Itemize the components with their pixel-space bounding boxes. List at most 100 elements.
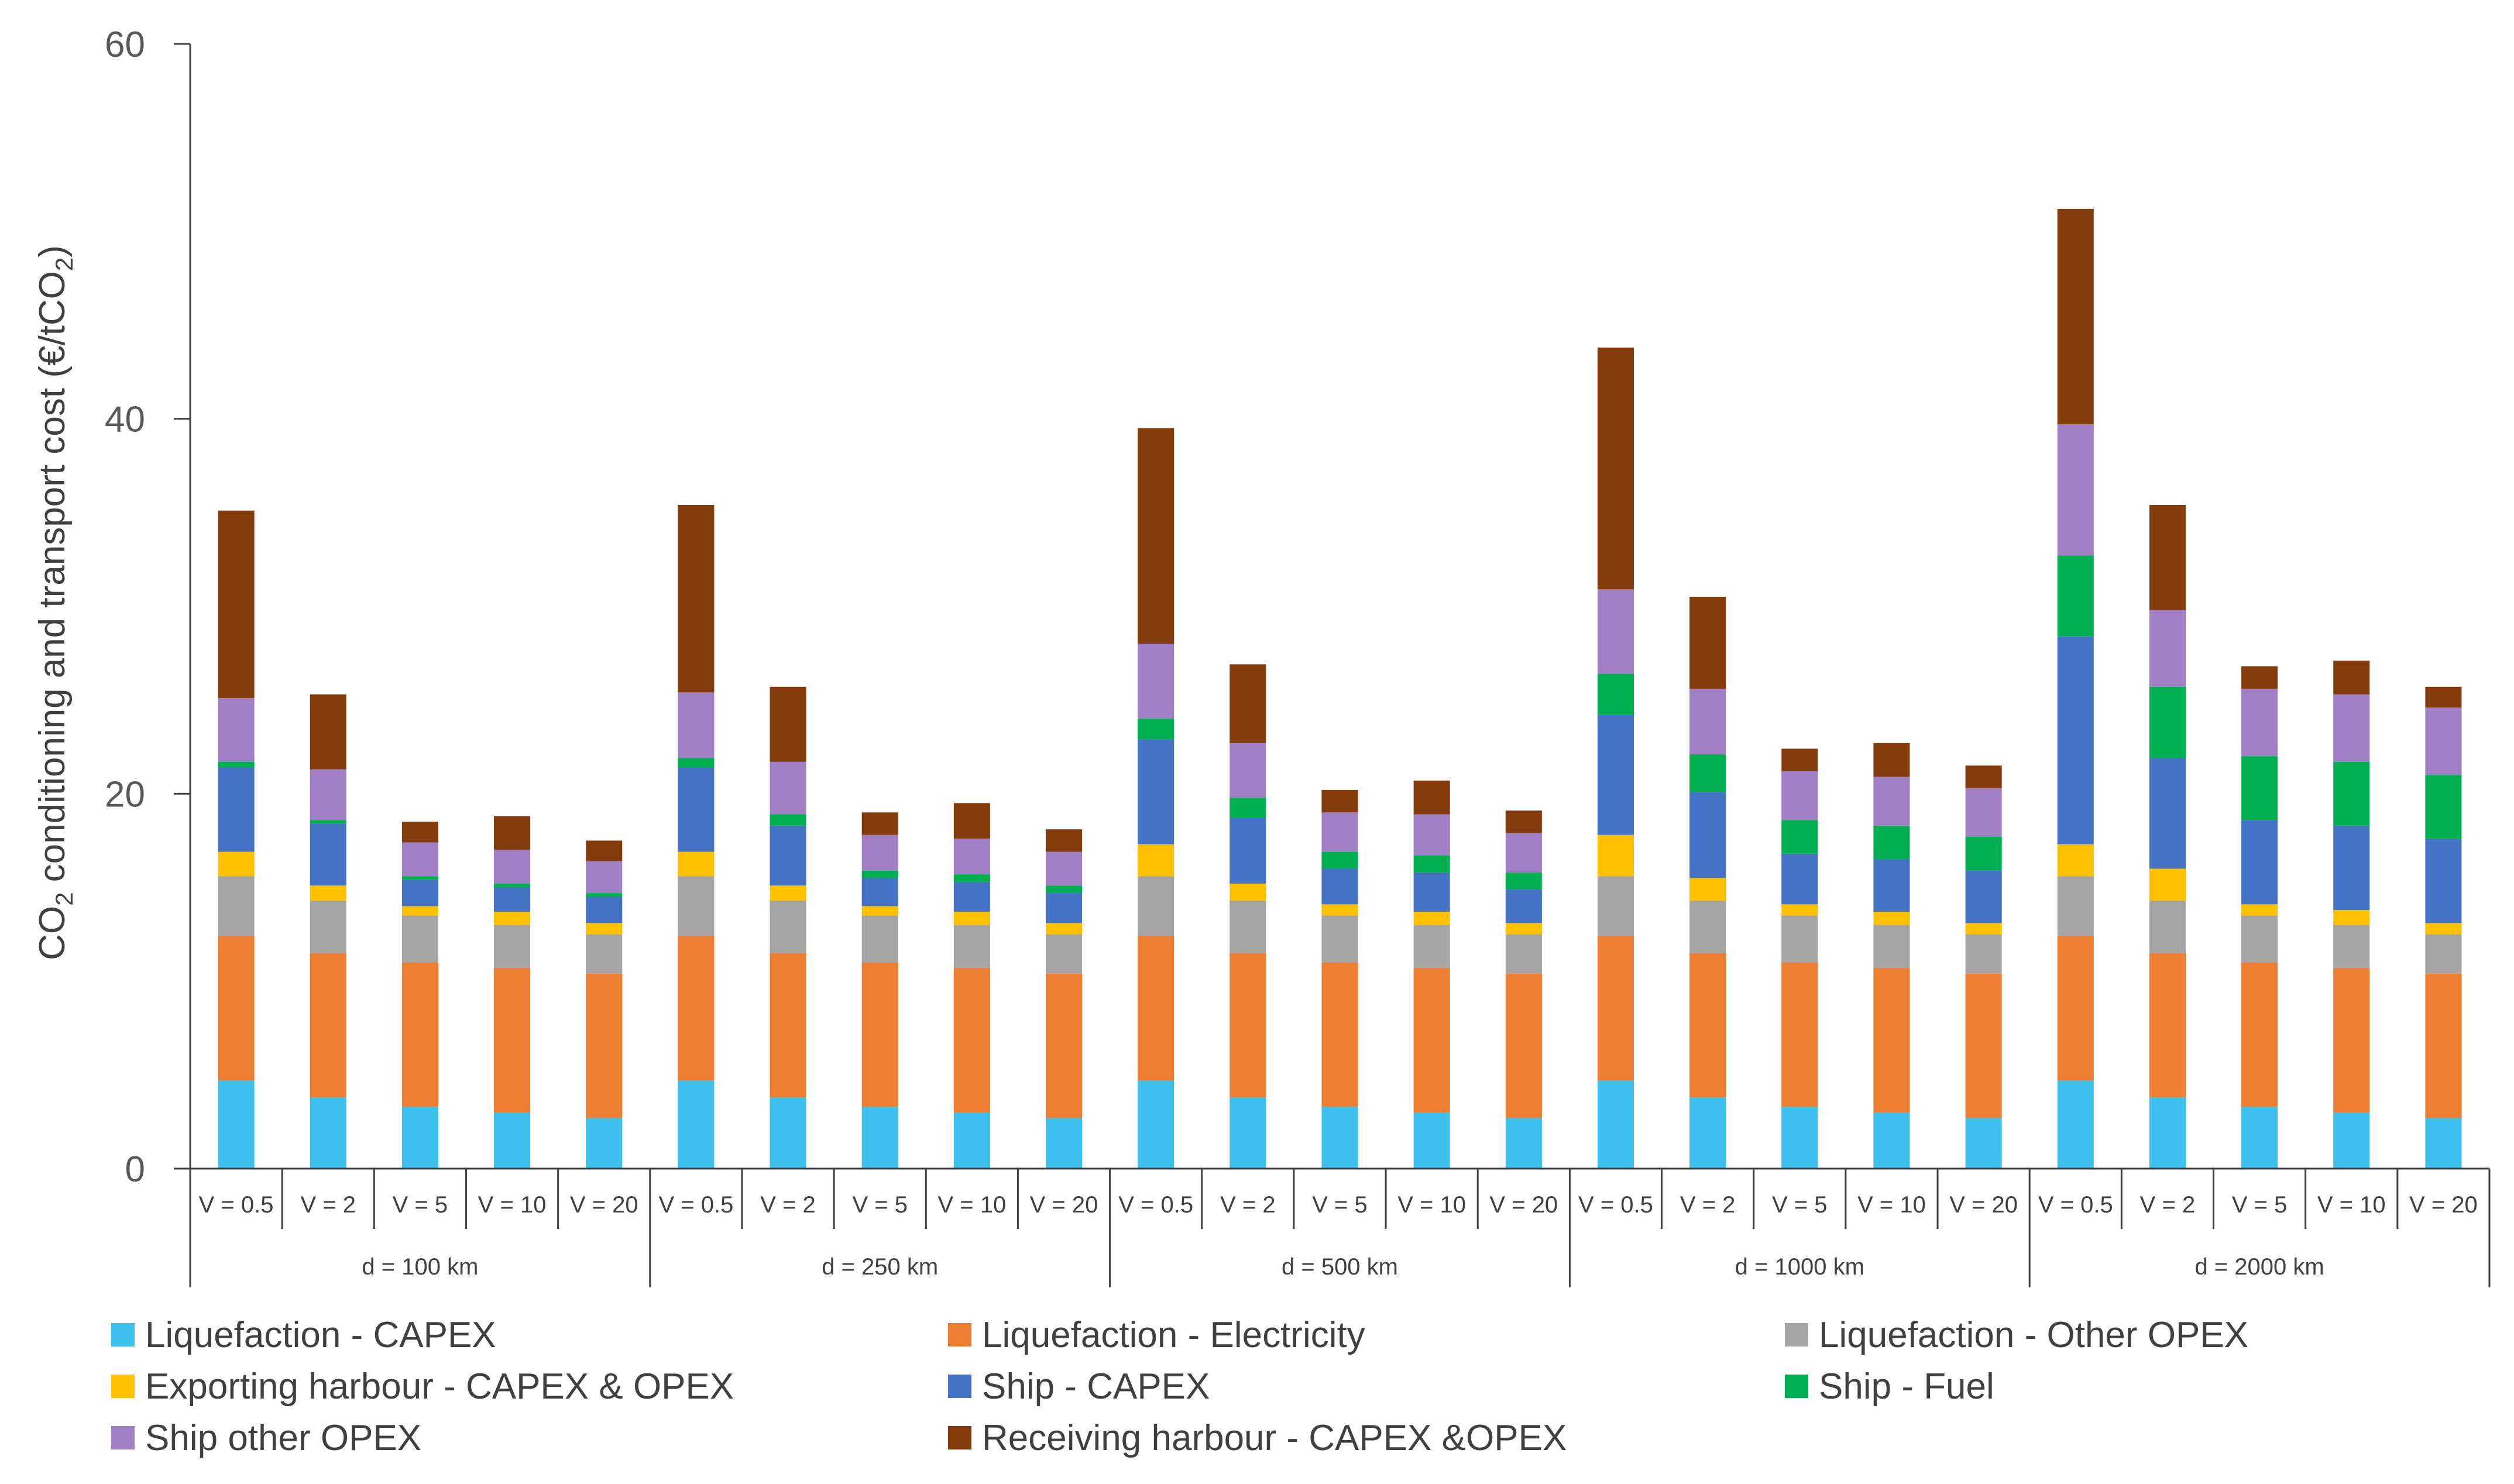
bar-segment: Liquefaction - Other OPEX: 2.5 xyxy=(1781,915,1818,963)
bar-segment: Ship other OPEX: 4.1 xyxy=(2149,610,2186,687)
legend-item: Receiving harbour - CAPEX &OPEX xyxy=(948,1414,1785,1462)
bar-segment: Exporting harbour - CAPEX & OPEX: 0.6 xyxy=(1505,923,1542,935)
bar-segment: Ship - Fuel: 0.2 xyxy=(401,876,438,880)
bar-segment: Liquefaction - Other OPEX: 2.1 xyxy=(1505,934,1542,974)
bar-segment: Liquefaction - Other OPEX: 2.3 xyxy=(494,925,531,968)
bar-segment: Ship - CAPEX: 1.8 xyxy=(1505,889,1542,923)
bar-segment: Liquefaction - CAPEX: 3.8 xyxy=(310,1097,346,1169)
bar-segment: Ship - Fuel: 1.8 xyxy=(1965,837,2002,871)
bar-segment: Liquefaction - CAPEX: 3.3 xyxy=(401,1107,438,1169)
bar-segment: Ship other OPEX: 2.9 xyxy=(1229,743,1266,798)
legend-item: Liquefaction - Other OPEX xyxy=(1785,1311,2481,1359)
bar-segment: Exporting harbour - CAPEX & OPEX: 1.7 xyxy=(2149,868,2186,901)
bar-segment: Liquefaction - Electricity: 7.7 xyxy=(1965,973,2002,1118)
legend-swatch xyxy=(948,1375,971,1398)
bar-segment: Liquefaction - Electricity: 7.7 xyxy=(401,962,438,1107)
x-tick-label: V = 2 xyxy=(2140,1192,2196,1218)
bar-segment: Liquefaction - CAPEX: 3 xyxy=(1873,1112,1910,1169)
bar-segment: Liquefaction - CAPEX: 2.7 xyxy=(1505,1118,1542,1169)
bar-segment: Liquefaction - Other OPEX: 3.2 xyxy=(2057,876,2094,936)
bar-segment: Exporting harbour - CAPEX & OPEX: 2.2 xyxy=(1597,834,1634,877)
bar-segment: Exporting harbour - CAPEX & OPEX: 0.6 xyxy=(1045,923,1083,935)
bar-segment: Liquefaction - Electricity: 7.7 xyxy=(1138,936,1174,1081)
bar-segment: Ship - Fuel: 0.5 xyxy=(678,758,715,768)
bar-segment: Ship - CAPEX: 1.4 xyxy=(401,880,438,906)
bar-segment: Ship - Fuel: 0.6 xyxy=(770,814,806,826)
legend-swatch xyxy=(111,1426,135,1449)
x-tick-label: V = 20 xyxy=(1489,1192,1558,1218)
bar-segment: Liquefaction - CAPEX: 3 xyxy=(953,1112,990,1169)
bar-segment: Ship - CAPEX: 3.2 xyxy=(770,825,806,886)
bar-segment: Ship - CAPEX: 6.4 xyxy=(1597,714,1634,835)
legend-label: Liquefaction - Electricity xyxy=(982,1314,1365,1355)
bar-segment: Liquefaction - Electricity: 7.7 xyxy=(770,953,806,1098)
legend-label: Ship other OPEX xyxy=(145,1417,422,1458)
bar-segment: Ship other OPEX: 2.7 xyxy=(310,769,346,820)
bar-segment: Ship - Fuel: 3.8 xyxy=(2149,686,2186,758)
bar-segment: Ship other OPEX: 1.9 xyxy=(953,839,990,875)
bar-segment: Receiving harbour - CAPEX &OPEX: 1.8 xyxy=(2333,660,2370,695)
bar-segment: Receiving harbour - CAPEX &OPEX: 10 xyxy=(218,510,255,698)
legend-swatch xyxy=(111,1375,135,1398)
bar-segment: Exporting harbour - CAPEX & OPEX: 0.6 xyxy=(2241,904,2278,916)
bar-segment: Ship - Fuel: 1.8 xyxy=(1873,825,1910,860)
bar-segment: Ship other OPEX: 2.1 xyxy=(1321,812,1358,852)
x-tick-label: V = 2 xyxy=(760,1192,816,1218)
legend-item: Ship - CAPEX xyxy=(948,1362,1785,1410)
x-group-label: d = 2000 km xyxy=(2194,1254,2324,1280)
bar-segment: Liquefaction - CAPEX: 3.3 xyxy=(2241,1107,2278,1169)
bar-segment: Ship other OPEX: 3.6 xyxy=(2333,694,2370,762)
bar-segment: Ship - Fuel: 0.4 xyxy=(861,870,898,878)
bar-segment: Ship - Fuel: 0.3 xyxy=(218,761,255,768)
bar-segment: Liquefaction - CAPEX: 3.8 xyxy=(770,1097,806,1169)
legend-swatch xyxy=(1785,1323,1808,1346)
bar-segment: Receiving harbour - CAPEX &OPEX: 1.2 xyxy=(1781,748,1818,771)
bar-segment: Liquefaction - Other OPEX: 2.5 xyxy=(2241,915,2278,963)
bar-segment: Liquefaction - Electricity: 7.7 xyxy=(1689,953,1726,1098)
legend-label: Ship - CAPEX xyxy=(982,1366,1210,1407)
bar-segment: Receiving harbour - CAPEX &OPEX: 1.2 xyxy=(861,812,898,835)
bar-segment: Receiving harbour - CAPEX &OPEX: 1.1 xyxy=(2425,686,2462,707)
bar-segment: Liquefaction - CAPEX: 3.3 xyxy=(861,1107,898,1169)
bar-segment: Receiving harbour - CAPEX &OPEX: 1.2 xyxy=(1965,765,2002,788)
bar-segment: Liquefaction - CAPEX: 4.7 xyxy=(678,1080,715,1169)
bar-segment: Ship - CAPEX: 4.5 xyxy=(2425,839,2462,923)
bar-segment: Liquefaction - Other OPEX: 2.3 xyxy=(953,925,990,968)
y-tick-label: 0 xyxy=(125,1149,145,1190)
x-tick-label: V = 2 xyxy=(1220,1192,1276,1218)
bar-segment: Liquefaction - Electricity: 7.7 xyxy=(1505,973,1542,1118)
legend-swatch xyxy=(1785,1375,1808,1398)
bar-segment: Ship - Fuel: 0.2 xyxy=(586,893,623,897)
bar-segment: Ship - CAPEX: 1.4 xyxy=(586,896,623,923)
axes xyxy=(189,44,2489,1170)
bar-segment: Liquefaction - Other OPEX: 3.2 xyxy=(218,876,255,936)
bar-segment: Exporting harbour - CAPEX & OPEX: 1.7 xyxy=(1138,844,1174,877)
bar-segment: Receiving harbour - CAPEX &OPEX: 11.5 xyxy=(2057,208,2094,425)
bar-segment: Ship - CAPEX: 3.3 xyxy=(310,823,346,886)
bar-segment: Liquefaction - Electricity: 7.7 xyxy=(861,962,898,1107)
bar-segment: Ship - Fuel: 1.8 xyxy=(1781,820,1818,854)
bar-segment: Exporting harbour - CAPEX & OPEX: 0.7 xyxy=(494,912,531,925)
bar-segment: Liquefaction - Electricity: 7.7 xyxy=(586,973,623,1118)
bar-segment: Exporting harbour - CAPEX & OPEX: 1.7 xyxy=(2057,844,2094,877)
x-axis-ticks: V = 0.5 V = 2 V = 5 V = 10 V = 20 V = 0.5 V = … xyxy=(189,1169,2491,1287)
bar-segment: Ship - CAPEX: 1.9 xyxy=(1321,868,1358,905)
x-tick-label: V = 0.5 xyxy=(199,1192,274,1218)
bar-segment: Ship - CAPEX: 1.6 xyxy=(953,881,990,912)
bar-segment: Exporting harbour - CAPEX & OPEX: 0.6 xyxy=(1781,904,1818,916)
bar-segment: Liquefaction - CAPEX: 2.7 xyxy=(1045,1118,1083,1169)
bar-segment: Ship - Fuel: 0.2 xyxy=(494,884,531,888)
y-axis-ticks: 0 20 40 60 xyxy=(105,25,190,1190)
bar-segment: Ship - CAPEX: 5.9 xyxy=(2149,758,2186,869)
x-tick-label: V = 5 xyxy=(393,1192,448,1218)
bar-segment: Liquefaction - Other OPEX: 2.8 xyxy=(1689,900,1726,953)
bar-segment: Ship - CAPEX: 3.5 xyxy=(1229,817,1266,884)
bar-segment: Receiving harbour - CAPEX &OPEX: 1.2 xyxy=(1045,829,1083,852)
bar-segment: Liquefaction - CAPEX: 3.8 xyxy=(1689,1097,1726,1169)
bar-segment: Liquefaction - Electricity: 7.7 xyxy=(2241,962,2278,1107)
bar-segment: Ship - CAPEX: 11.1 xyxy=(2057,636,2094,844)
bar-segment: Liquefaction - CAPEX: 3.8 xyxy=(1229,1097,1266,1169)
bar-segment: Liquefaction - CAPEX: 3.8 xyxy=(2149,1097,2186,1169)
chart: CO2 conditioning and transport cost (€/t… xyxy=(32,25,2491,1287)
x-tick-label: V = 10 xyxy=(2317,1192,2386,1218)
